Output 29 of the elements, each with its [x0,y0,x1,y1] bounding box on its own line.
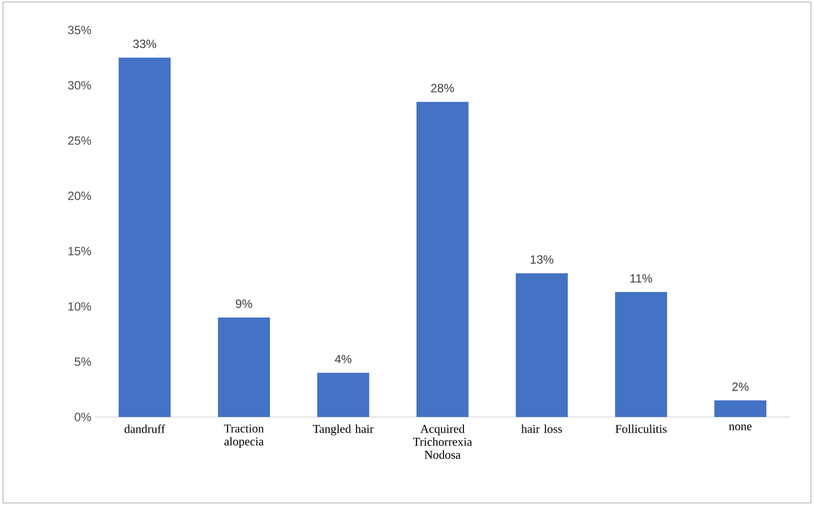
bar [118,58,171,417]
x-tick-label: Traction alopecia [224,424,264,448]
y-tick-label: 5% [74,358,92,366]
x-tick-label: Folliculitis [616,424,667,433]
bar [714,400,766,417]
y-tick-label: 35% [68,26,92,34]
data-label: 28% [431,84,454,92]
x-tick-label: hair loss [521,424,562,433]
data-label: 13% [530,255,554,264]
bar [516,273,568,417]
data-label: 33% [133,40,156,48]
x-tick-label: dandruff [124,424,166,434]
data-label: 11% [630,274,652,283]
y-tick-label: 0% [74,412,92,422]
bar [416,102,468,417]
x-tick-label: Acquired Trichorrexia Nodosa [413,424,472,459]
x-tick-label: Tangled hair [312,424,374,436]
data-label: 2% [732,382,749,391]
y-tick-label: 15% [68,246,92,256]
y-tick-label: 30% [68,81,92,90]
data-label: 4% [334,354,352,364]
x-tick-label: none [729,424,752,430]
data-label: 9% [236,300,252,308]
y-tick-label: 20% [68,192,92,200]
y-tick-label: 25% [68,136,92,145]
y-tick-label: 10% [68,302,92,311]
bar [218,317,270,417]
bar [317,372,370,417]
bar [615,292,668,417]
